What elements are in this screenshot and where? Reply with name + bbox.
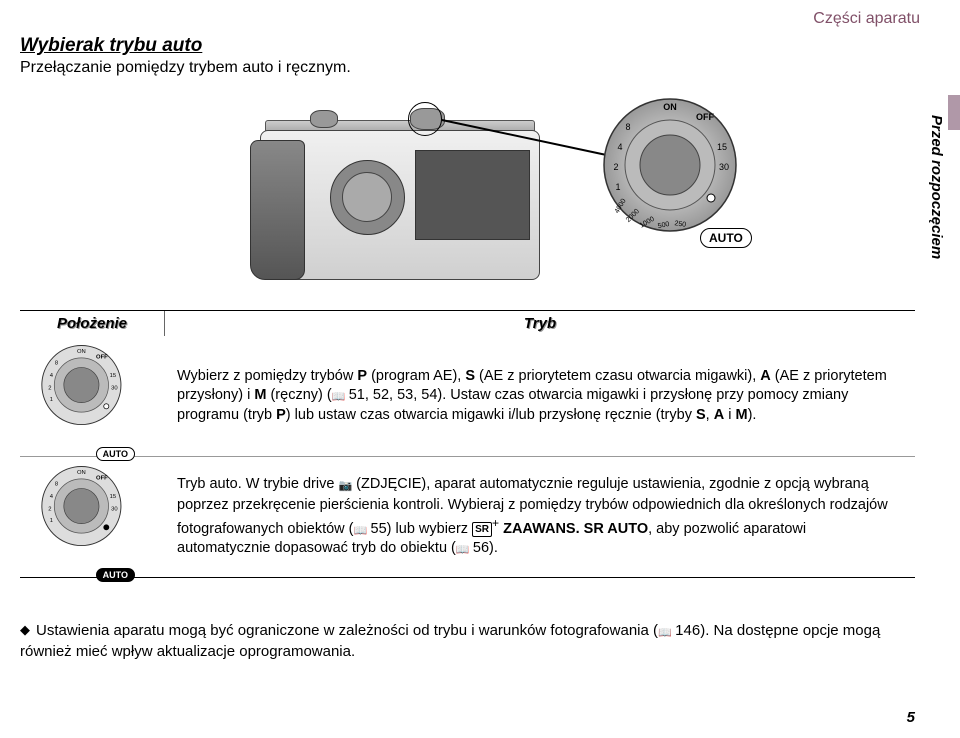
book-icon xyxy=(354,521,367,531)
small-dial-auto-label: AUTO xyxy=(96,568,135,582)
svg-text:1: 1 xyxy=(50,397,53,403)
svg-text:2: 2 xyxy=(48,385,51,391)
svg-text:OFF: OFF xyxy=(96,355,108,361)
svg-text:2: 2 xyxy=(613,162,618,172)
title-sub: Przełączanie pomiędzy trybem auto i ręcz… xyxy=(20,59,351,77)
camera-illustration xyxy=(230,100,570,300)
svg-text:ON: ON xyxy=(77,470,86,476)
table-row: ON OFF 84 21 1530 AUTO Tryb auto. W tryb… xyxy=(20,457,915,578)
svg-text:OFF: OFF xyxy=(696,112,714,122)
svg-text:1: 1 xyxy=(615,182,620,192)
table-row: ON OFF 84 21 1530 AUTO Wybierz z pomiędz… xyxy=(20,336,915,457)
th-position: Położenie xyxy=(20,311,165,336)
svg-text:ON: ON xyxy=(663,102,677,112)
svg-text:4: 4 xyxy=(617,142,622,152)
footnote: ◆Ustawienia aparatu mogą być ograniczone… xyxy=(20,620,915,662)
row-text-auto: Tryb auto. W trybie drive (ZDJĘCIE), apa… xyxy=(165,465,915,569)
svg-text:ON: ON xyxy=(77,349,86,355)
mode-dial-large: ON OFF 8 4 2 1 15 30 4000 2000 1000 500 … xyxy=(600,95,740,235)
dial-auto-label: AUTO xyxy=(700,228,752,248)
book-icon xyxy=(658,621,671,631)
svg-text:30: 30 xyxy=(111,506,118,512)
section-header: Części aparatu xyxy=(813,10,920,28)
svg-text:8: 8 xyxy=(55,482,58,488)
row-text-manual: Wybierz z pomiędzy trybów P (program AE)… xyxy=(165,357,915,436)
svg-text:30: 30 xyxy=(111,385,118,391)
page-number: 5 xyxy=(907,709,915,726)
book-icon xyxy=(332,387,345,397)
side-tab: Przed rozpoczęciem xyxy=(925,95,945,275)
book-icon xyxy=(456,540,469,550)
svg-text:15: 15 xyxy=(110,494,117,500)
th-mode: Tryb xyxy=(165,311,915,336)
sr-icon: SR xyxy=(472,522,492,538)
dial-cell-manual: ON OFF 84 21 1530 AUTO xyxy=(20,336,165,456)
title-block: Wybierak trybu auto Przełączanie pomiędz… xyxy=(20,35,351,77)
svg-text:2: 2 xyxy=(48,506,51,512)
svg-text:15: 15 xyxy=(110,373,117,379)
svg-text:8: 8 xyxy=(625,122,630,132)
svg-text:8: 8 xyxy=(55,361,58,367)
svg-text:OFF: OFF xyxy=(96,476,108,482)
side-tab-bg xyxy=(948,95,960,130)
mode-table: Położenie Tryb ON OFF 84 21 1530 xyxy=(20,310,915,578)
dial-cell-auto: ON OFF 84 21 1530 AUTO xyxy=(20,457,165,577)
svg-text:30: 30 xyxy=(719,162,729,172)
svg-text:1: 1 xyxy=(50,518,53,524)
title-main: Wybierak trybu auto xyxy=(20,35,351,57)
svg-text:15: 15 xyxy=(717,142,727,152)
table-header: Położenie Tryb xyxy=(20,310,915,336)
camera-icon xyxy=(338,476,352,496)
diamond-bullet: ◆ xyxy=(20,622,30,637)
